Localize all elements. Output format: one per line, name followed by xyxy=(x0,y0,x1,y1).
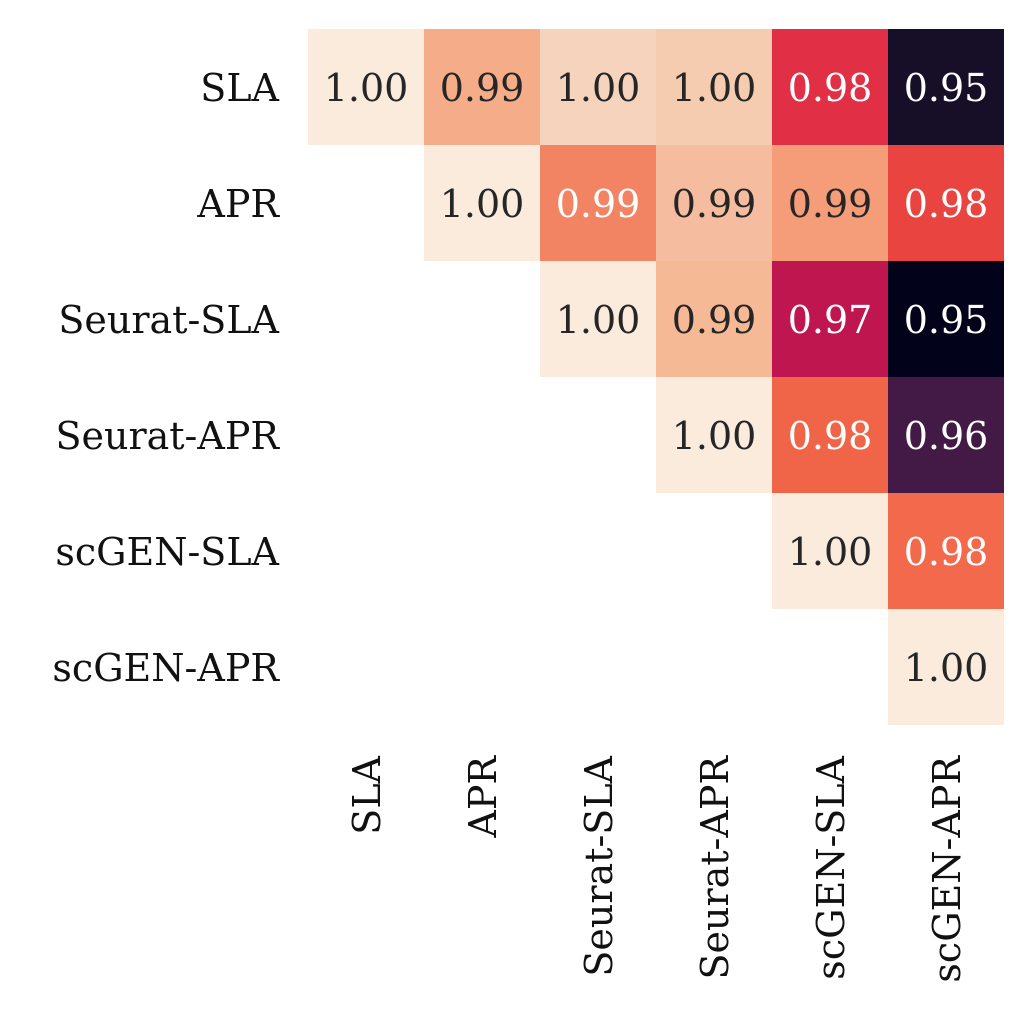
heatmap-cell-label: 0.99 xyxy=(556,182,641,226)
row-label: APR xyxy=(196,182,280,226)
heatmap-cell xyxy=(540,29,656,145)
row-label: Seurat-SLA xyxy=(58,298,279,342)
heatmap-cell-label: 0.98 xyxy=(904,530,989,574)
heatmap-cell-label: 1.00 xyxy=(440,182,525,226)
heatmap-cell-label: 0.96 xyxy=(904,414,989,458)
heatmap-cell xyxy=(308,29,424,145)
heatmap-cell-label: 0.99 xyxy=(672,182,757,226)
heatmap-cell xyxy=(540,145,656,261)
heatmap-cell-label: 0.98 xyxy=(788,414,873,458)
column-label: scGEN-APR xyxy=(925,755,969,983)
heatmap-cell xyxy=(772,261,888,377)
heatmap-cell xyxy=(540,261,656,377)
heatmap-cell-label: 0.99 xyxy=(672,298,757,342)
heatmap-cell-label: 0.99 xyxy=(440,66,525,110)
heatmap-cell-label: 0.95 xyxy=(904,66,989,110)
column-label: Seurat-SLA xyxy=(577,755,621,976)
heatmap-cell xyxy=(424,145,540,261)
heatmap-cell xyxy=(888,377,1004,493)
column-label: Seurat-APR xyxy=(693,755,737,980)
heatmap-cell xyxy=(888,609,1004,725)
heatmap-cell xyxy=(656,377,772,493)
column-label: scGEN-SLA xyxy=(809,755,853,979)
heatmap-cell xyxy=(656,261,772,377)
heatmap-cell-label: 1.00 xyxy=(672,414,757,458)
heatmap-cell-label: 1.00 xyxy=(556,66,641,110)
heatmap-cell xyxy=(656,29,772,145)
heatmap-cell-label: 0.98 xyxy=(904,182,989,226)
heatmap-cell-label: 0.99 xyxy=(788,182,873,226)
heatmap-cell-label: 0.97 xyxy=(788,298,873,342)
heatmap-cell-label: 0.98 xyxy=(788,66,873,110)
heatmap-cell-label: 1.00 xyxy=(904,646,989,690)
row-label: scGEN-SLA xyxy=(55,530,279,574)
heatmap-cell xyxy=(772,145,888,261)
heatmap-cell-label: 1.00 xyxy=(556,298,641,342)
heatmap-cell xyxy=(888,493,1004,609)
heatmap-cell xyxy=(772,377,888,493)
column-label: APR xyxy=(461,755,505,839)
heatmap-cell xyxy=(888,29,1004,145)
heatmap-cell-label: 1.00 xyxy=(672,66,757,110)
heatmap-cell xyxy=(656,145,772,261)
heatmap-cell-label: 1.00 xyxy=(788,530,873,574)
row-label: SLA xyxy=(200,66,279,110)
row-label: Seurat-APR xyxy=(55,414,280,458)
heatmap-cell-label: 0.95 xyxy=(904,298,989,342)
heatmap-cell-label: 1.00 xyxy=(324,66,409,110)
heatmap-cell xyxy=(888,261,1004,377)
column-label: SLA xyxy=(345,755,389,834)
heatmap-cell xyxy=(888,145,1004,261)
row-label: scGEN-APR xyxy=(52,646,280,690)
heatmap-cell xyxy=(772,493,888,609)
heatmap-cell xyxy=(424,29,540,145)
heatmap-cell xyxy=(772,29,888,145)
